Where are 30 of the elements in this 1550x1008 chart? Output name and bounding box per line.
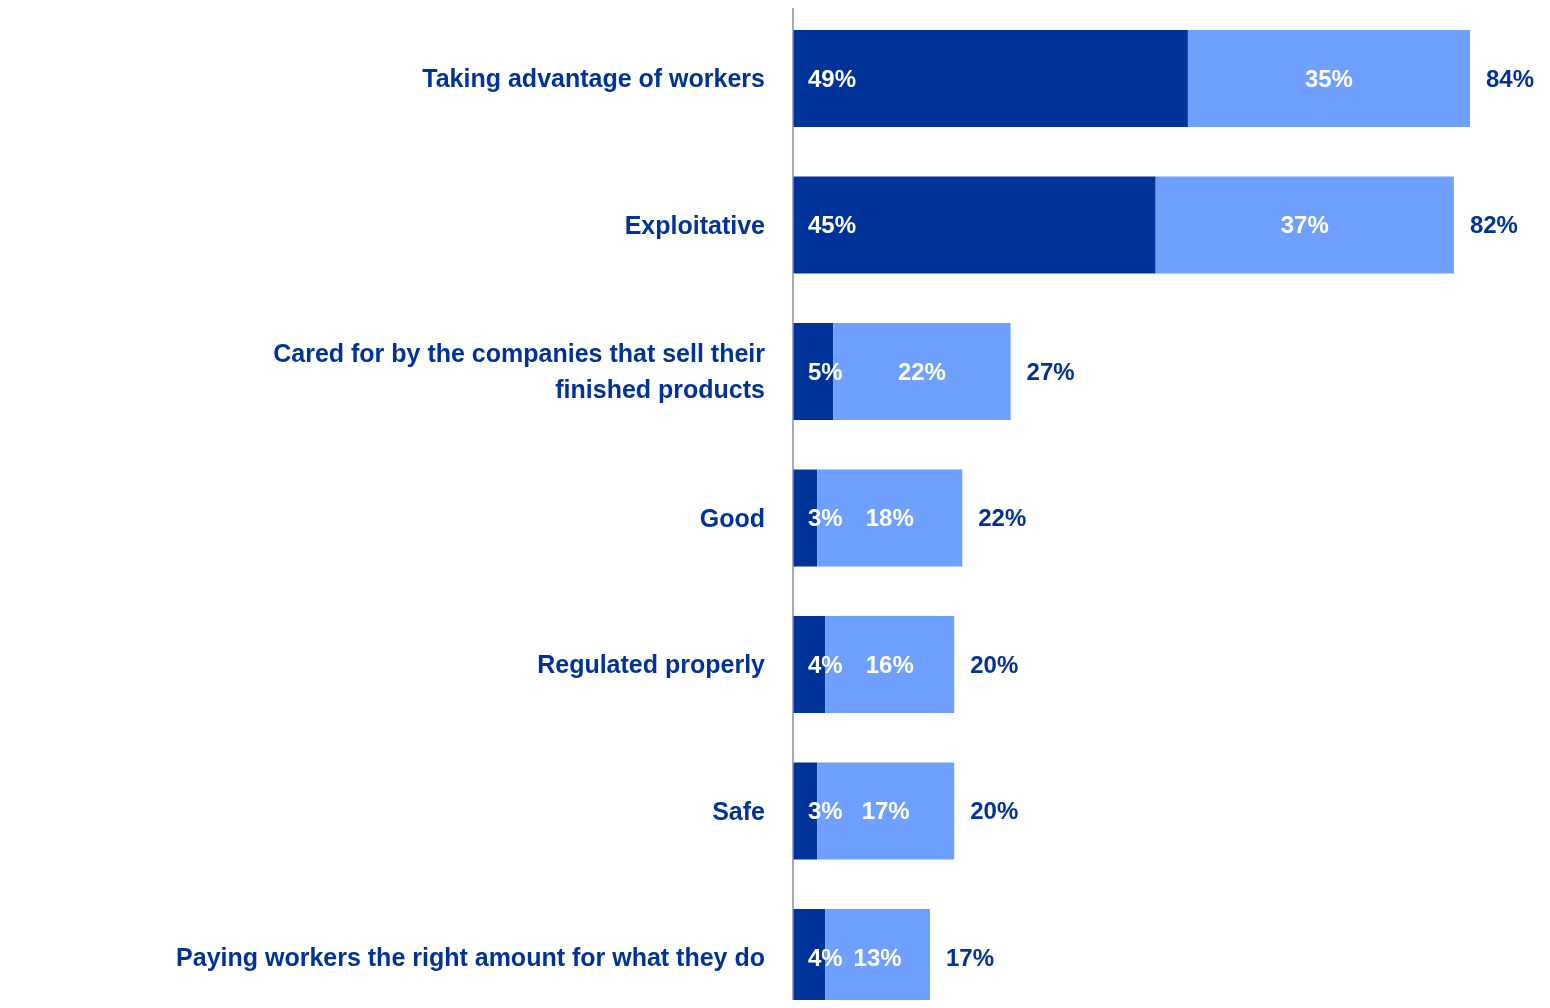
- total-label: 84%: [1486, 64, 1535, 92]
- total-label: 17%: [946, 943, 995, 971]
- total-label: 27%: [1026, 357, 1075, 385]
- data-label: 5%: [808, 357, 843, 385]
- data-label: 17%: [861, 797, 910, 825]
- y-tick-label: Taking advantage of workers: [422, 64, 765, 93]
- y-tick-label: Exploitative: [624, 210, 766, 239]
- y-tick-label: Cared for by the companies that sell their finished products: [273, 339, 766, 404]
- data-label: 4%: [808, 650, 843, 678]
- data-label: 35%: [1304, 64, 1353, 92]
- y-tick-label: Paying workers the right amount for what they do: [176, 943, 765, 972]
- data-label: 37%: [1280, 211, 1329, 239]
- data-label: 16%: [865, 650, 914, 678]
- data-label: 18%: [865, 504, 914, 532]
- y-tick-label: Regulated properly: [537, 650, 766, 679]
- data-label: 45%: [808, 211, 857, 239]
- total-label: 20%: [970, 650, 1019, 678]
- bar: [793, 30, 1188, 127]
- total-label: 20%: [970, 797, 1019, 825]
- data-label: 22%: [897, 357, 946, 385]
- y-tick-label: Safe: [712, 796, 766, 825]
- data-label: 4%: [808, 943, 843, 971]
- bar: [1187, 30, 1470, 127]
- data-label: 13%: [853, 943, 902, 971]
- data-label: 49%: [808, 64, 857, 92]
- y-tick-label: Good: [699, 503, 765, 532]
- bar: [1155, 176, 1454, 274]
- total-label: 22%: [978, 504, 1027, 532]
- total-label: 82%: [1469, 211, 1518, 239]
- bar: [793, 176, 1156, 274]
